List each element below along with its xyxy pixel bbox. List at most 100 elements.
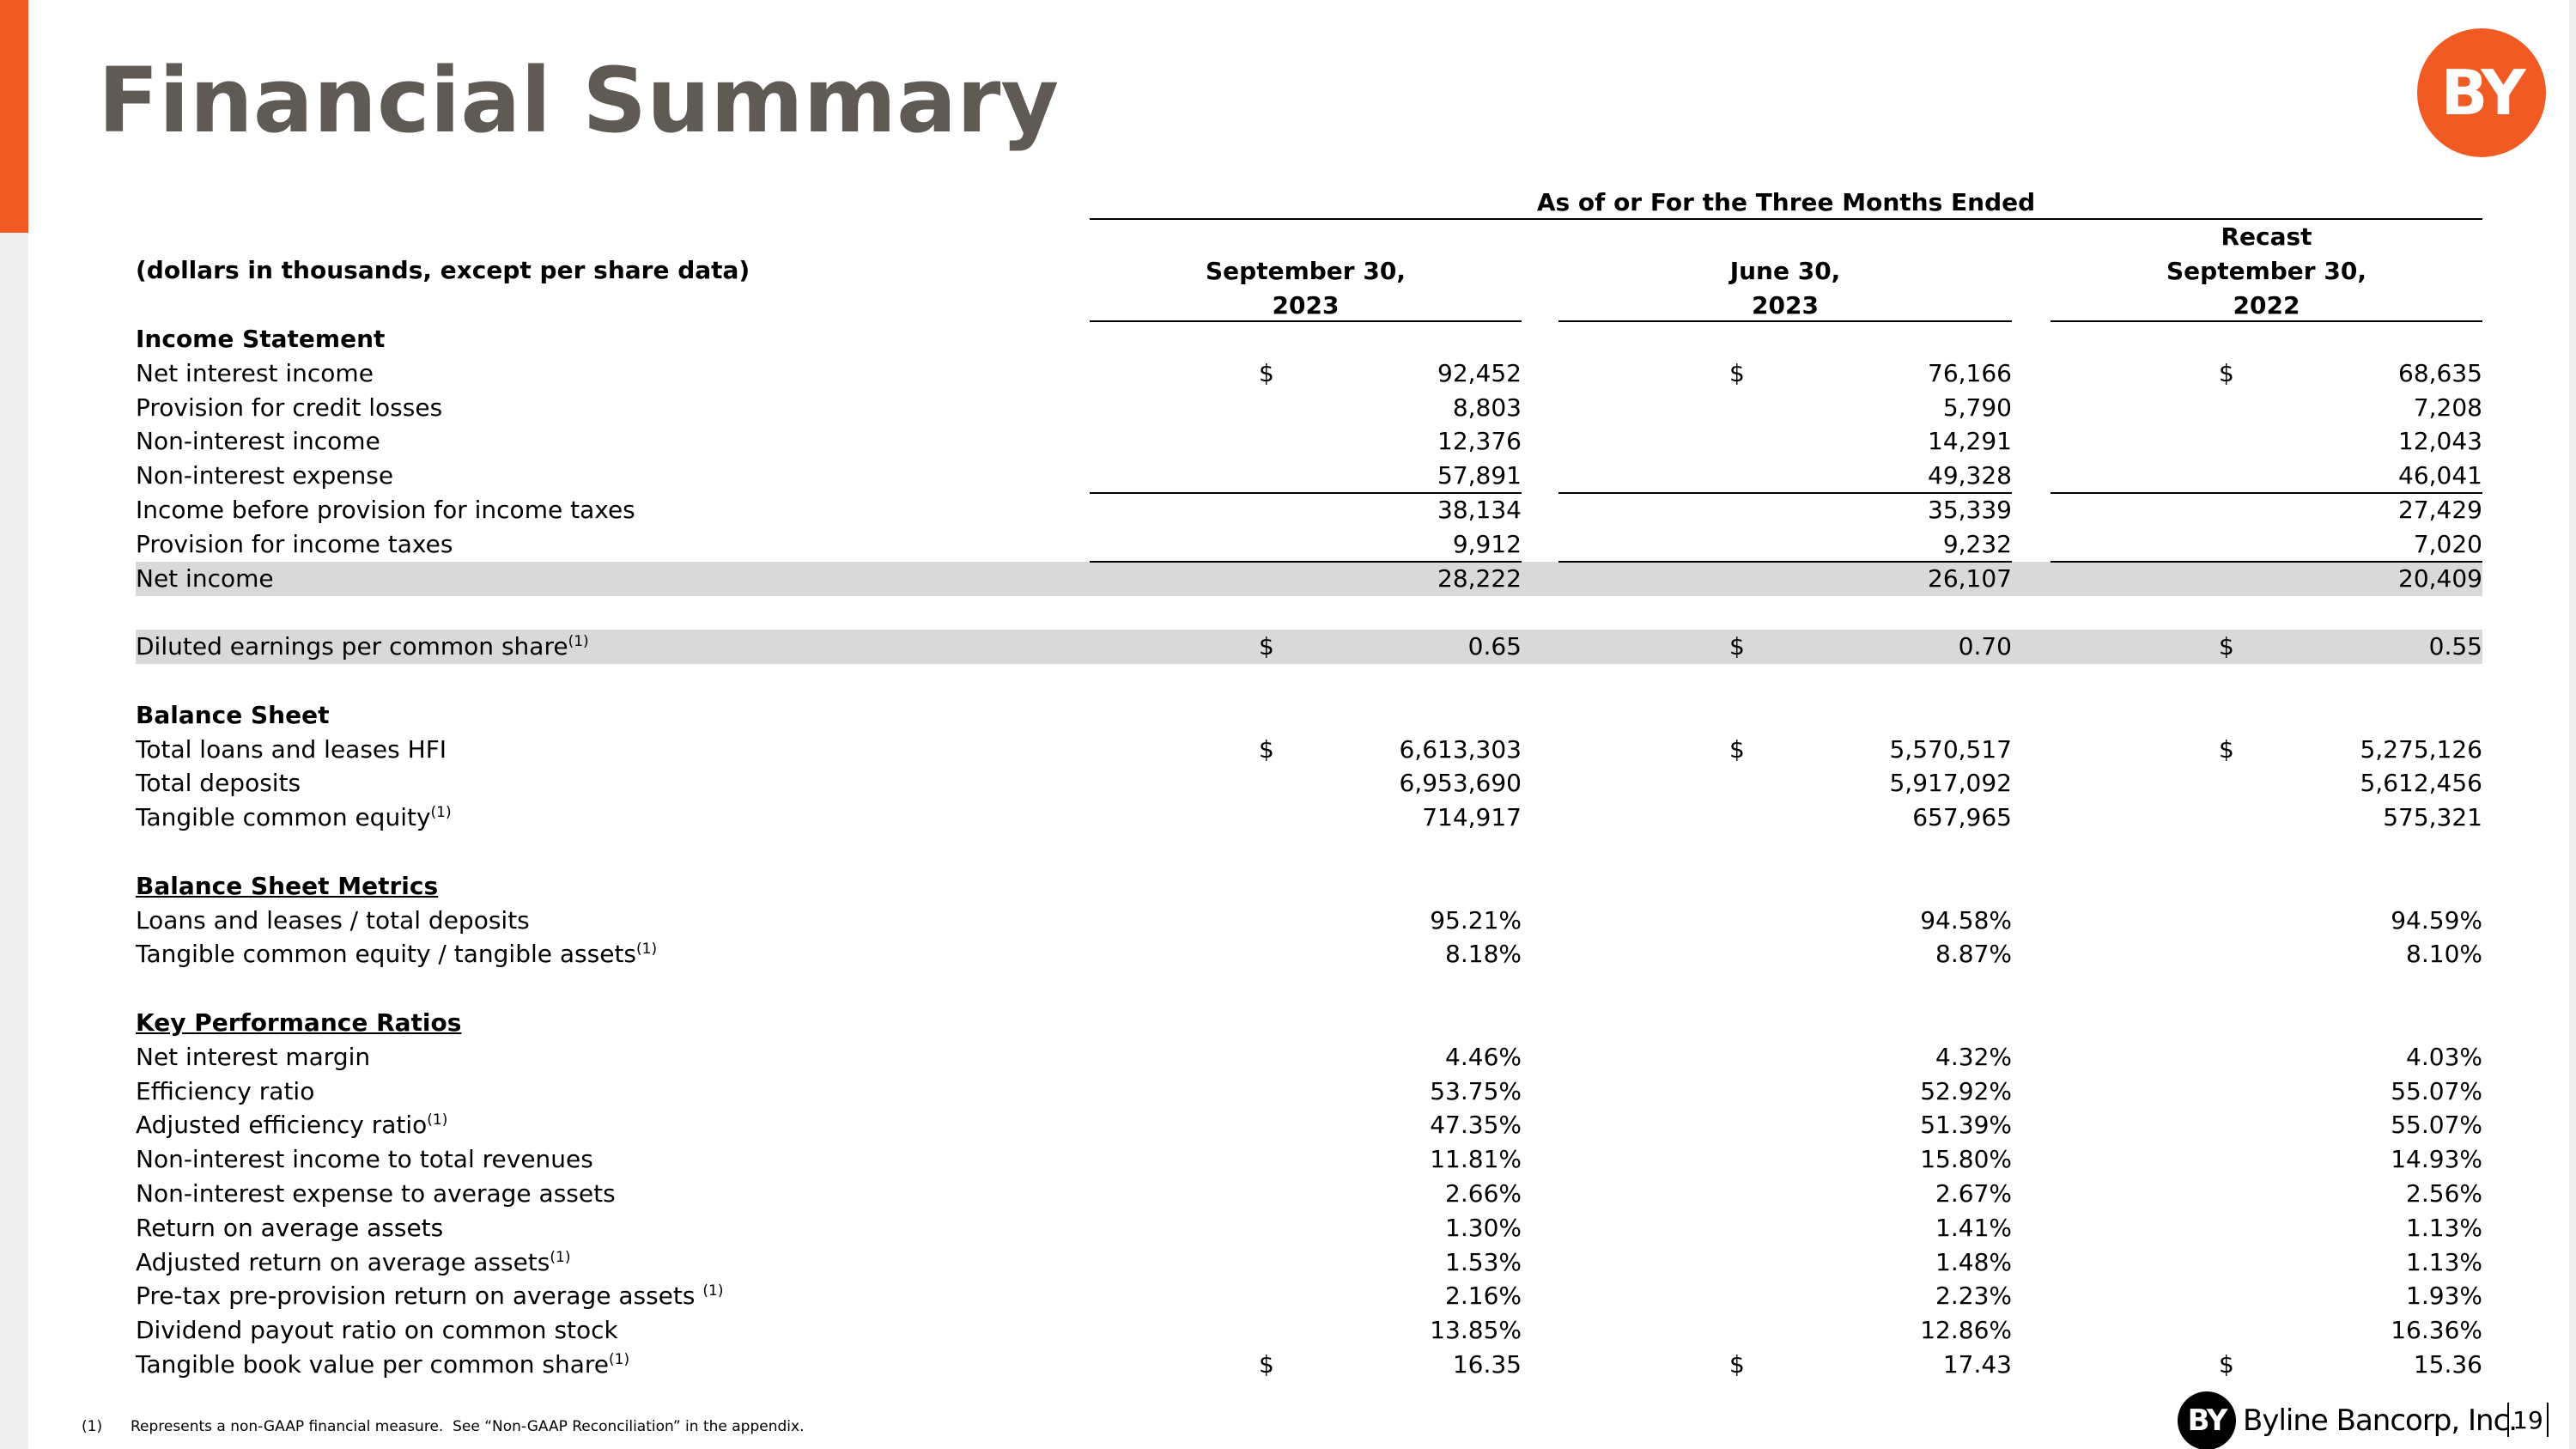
row-label: Return on average assets: [136, 1211, 443, 1245]
divider: [2547, 1403, 2549, 1437]
currency: $: [2219, 734, 2234, 764]
value: 26,107: [1928, 563, 2012, 593]
rule: [1558, 320, 2012, 322]
row-label: Diluted earnings per common share(1): [136, 630, 589, 664]
row-label: Non-interest expense: [136, 459, 393, 493]
label-text: Total loans and leases HFI: [136, 734, 447, 764]
currency: $: [1259, 734, 1274, 764]
footnote-ref: (1): [636, 941, 658, 959]
value: 95.21%: [1430, 905, 1522, 935]
column-header: Recast: [2221, 222, 2312, 251]
label-text: Non-interest income: [136, 427, 380, 456]
label-text: Key Performance Ratios: [136, 1008, 462, 1037]
row-label: Non-interest income: [136, 424, 380, 459]
footnote-ref: (1): [609, 1351, 630, 1368]
row-label: Loans and leases / total deposits: [136, 904, 530, 938]
row-label: Provision for income taxes: [136, 527, 453, 562]
value: 6,953,690: [1399, 769, 1522, 798]
value: 2.23%: [1935, 1282, 2012, 1311]
value: 38,134: [1437, 496, 1522, 524]
column-header: June 30,: [1729, 257, 1841, 285]
logo-mark-small: BY: [2178, 1391, 2236, 1449]
group-header: As of or For the Three Months Ended: [1536, 188, 2036, 216]
value: 55.07%: [2391, 1076, 2482, 1105]
value: 1.30%: [1445, 1213, 1522, 1242]
rule: [2050, 320, 2482, 322]
value: 52.92%: [1920, 1076, 2012, 1105]
value: 8.87%: [1935, 940, 2012, 969]
value: 27,429: [2398, 496, 2482, 524]
value: 94.58%: [1920, 905, 2012, 935]
rule: [1558, 492, 2012, 494]
currency: $: [1729, 358, 1745, 387]
label-text: Provision for income taxes: [136, 529, 453, 558]
row-label: Balance Sheet: [136, 698, 329, 733]
row-label: Total deposits: [136, 766, 301, 801]
value: 53.75%: [1430, 1076, 1522, 1105]
value: 49,328: [1928, 461, 2012, 490]
value: 5,612,456: [2360, 769, 2482, 798]
rule: [1090, 492, 1522, 494]
label-text: Net interest margin: [136, 1042, 371, 1071]
footnote-text: Represents a non-GAAP financial measure.…: [131, 1418, 805, 1435]
value: 68,635: [2398, 358, 2482, 387]
label-text: Diluted earnings per common share: [136, 632, 568, 661]
value: 28,222: [1437, 563, 1522, 593]
column-header: 2022: [2233, 291, 2300, 320]
value: 17.43: [1942, 1350, 2012, 1379]
value: 12.86%: [1920, 1316, 2012, 1345]
column-header: 2023: [1752, 291, 1819, 320]
row-label: Net income: [136, 562, 274, 596]
value: 1.53%: [1445, 1247, 1522, 1276]
label-text: Income before provision for income taxes: [136, 496, 635, 524]
value: 11.81%: [1430, 1145, 1522, 1174]
value: 14,291: [1928, 427, 2012, 456]
label-text: Net income: [136, 563, 274, 593]
divider: [2507, 1403, 2509, 1437]
label-text: Dividend payout ratio on common stock: [136, 1316, 618, 1345]
row-label: Net interest income: [136, 356, 374, 391]
value: 76,166: [1928, 358, 2012, 387]
label-text: Balance Sheet Metrics: [136, 871, 439, 900]
row-label: Efficiency ratio: [136, 1075, 314, 1109]
value: 575,321: [2383, 803, 2482, 832]
side-strip: [2569, 0, 2576, 1449]
value: 714,917: [1422, 803, 1522, 832]
row-label: Pre-tax pre-provision return on average …: [136, 1279, 723, 1313]
value: 15.36: [2413, 1350, 2482, 1379]
rule: [1090, 560, 1522, 563]
row-label: Balance Sheet Metrics: [136, 869, 438, 904]
value: 14.93%: [2391, 1145, 2482, 1174]
value: 35,339: [1928, 496, 2012, 524]
row-label: Tangible book value per common share(1): [136, 1348, 629, 1382]
value: 5,917,092: [1889, 769, 2012, 798]
footnote-ref: (1): [702, 1282, 724, 1300]
currency: $: [1729, 734, 1745, 764]
value: 92,452: [1437, 358, 1522, 387]
label-text: Net interest income: [136, 358, 374, 387]
row-shade: [136, 630, 2482, 665]
rule: [1090, 218, 2482, 220]
value: 9,232: [1942, 529, 2012, 558]
value: 4.03%: [2406, 1042, 2482, 1071]
value: 2.67%: [1935, 1179, 2012, 1208]
value: 8.18%: [1445, 940, 1522, 969]
row-label: Dividend payout ratio on common stock: [136, 1313, 618, 1348]
label-text: Tangible book value per common share: [136, 1350, 610, 1379]
accent-bar: [0, 0, 28, 233]
row-label: Non-interest expense to average assets: [136, 1177, 616, 1211]
value: 0.70: [1958, 632, 2012, 661]
value: 94.59%: [2391, 905, 2482, 935]
currency: $: [2219, 1350, 2234, 1379]
currency: $: [2219, 358, 2234, 387]
value: 15.80%: [1920, 1145, 2012, 1174]
value: 8,803: [1452, 393, 1522, 422]
row-label: Tangible common equity / tangible assets…: [136, 937, 657, 971]
title: Financial Summary: [98, 48, 1060, 153]
logo-mark: BY: [2417, 28, 2546, 157]
currency: $: [2219, 632, 2234, 661]
label-text: Adjusted efficiency ratio: [136, 1111, 428, 1140]
label-text: Provision for credit losses: [136, 393, 443, 422]
value: 9,912: [1452, 529, 1522, 558]
label-text: Loans and leases / total deposits: [136, 905, 530, 935]
